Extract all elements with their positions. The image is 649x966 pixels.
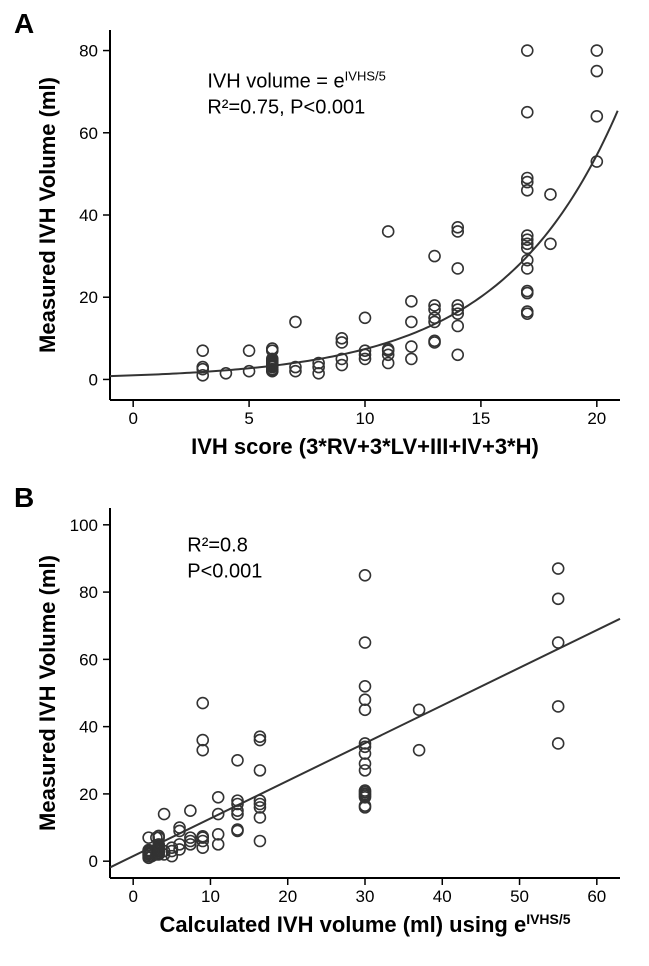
svg-text:Calculated IVH volume (ml) usi: Calculated IVH volume (ml) using eIVHS/5 xyxy=(159,911,570,937)
svg-text:0: 0 xyxy=(89,370,98,389)
svg-text:R²=0.8: R²=0.8 xyxy=(187,535,248,557)
svg-text:20: 20 xyxy=(587,409,606,428)
svg-text:60: 60 xyxy=(79,650,98,669)
panel-b-chart: 0 10 20 30 40 50 60 0 20 40 60 80 100 Measured IVH Vo… xyxy=(5,478,645,958)
svg-text:100: 100 xyxy=(70,516,98,535)
svg-text:0: 0 xyxy=(89,852,98,871)
svg-text:40: 40 xyxy=(433,887,452,906)
svg-text:Measured IVH Volume (ml): Measured IVH Volume (ml) xyxy=(35,555,60,831)
svg-text:40: 40 xyxy=(79,206,98,225)
svg-text:20: 20 xyxy=(278,887,297,906)
svg-text:60: 60 xyxy=(587,887,606,906)
svg-text:10: 10 xyxy=(356,409,375,428)
svg-text:30: 30 xyxy=(356,887,375,906)
svg-text:IVH volume = eIVHS/5: IVH volume = eIVHS/5 xyxy=(207,68,385,93)
svg-text:R²=0.75, P<0.001: R²=0.75, P<0.001 xyxy=(207,97,365,119)
svg-text:5: 5 xyxy=(244,409,253,428)
svg-text:60: 60 xyxy=(79,124,98,143)
svg-text:80: 80 xyxy=(79,42,98,61)
svg-text:80: 80 xyxy=(79,583,98,602)
svg-text:50: 50 xyxy=(510,887,529,906)
svg-text:20: 20 xyxy=(79,288,98,307)
svg-text:10: 10 xyxy=(201,887,220,906)
svg-text:15: 15 xyxy=(471,409,490,428)
svg-text:Measured IVH Volume (ml): Measured IVH Volume (ml) xyxy=(35,77,60,353)
svg-text:0: 0 xyxy=(128,887,137,906)
svg-text:40: 40 xyxy=(79,718,98,737)
svg-text:IVH score (3*RV+3*LV+III+IV+3*: IVH score (3*RV+3*LV+III+IV+3*H) xyxy=(191,434,539,459)
panel-a-chart: 0 5 10 15 20 0 20 40 60 80 Measured IVH Volume (ml… xyxy=(5,0,645,480)
svg-text:P<0.001: P<0.001 xyxy=(187,561,262,583)
svg-text:0: 0 xyxy=(128,409,137,428)
svg-text:20: 20 xyxy=(79,785,98,804)
figure-container: A 05101520020406080Measured IVH Volume (… xyxy=(0,0,649,966)
